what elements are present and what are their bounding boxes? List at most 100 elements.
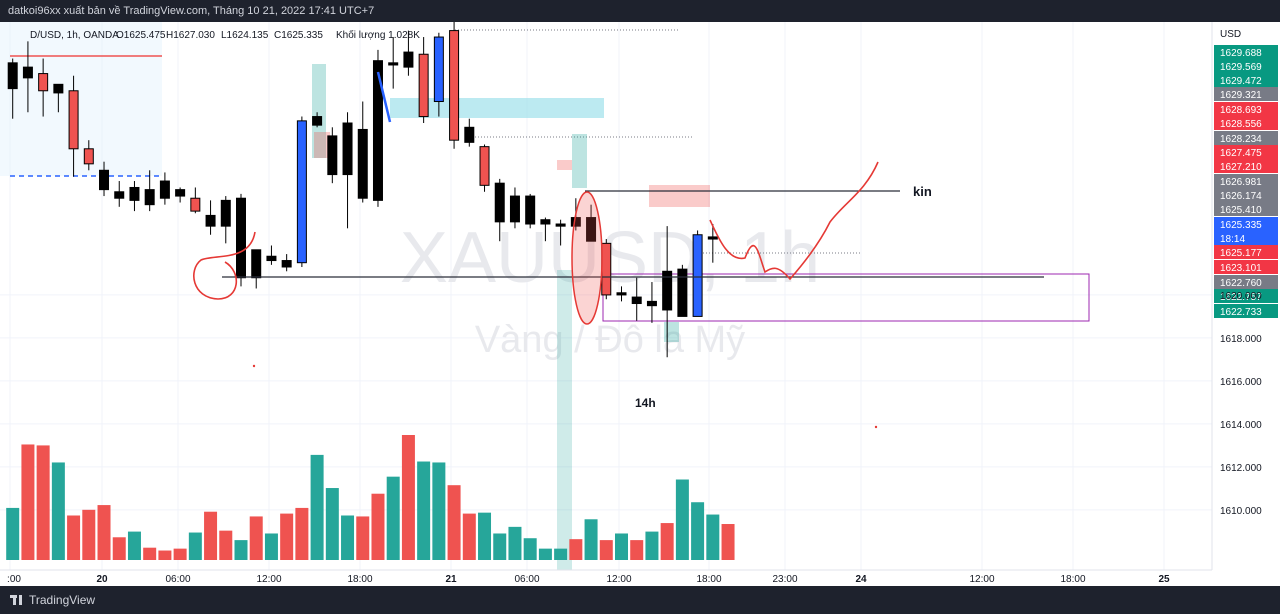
time-tick-label: 25 xyxy=(1158,574,1170,585)
price-label-box xyxy=(1214,231,1278,245)
price-label-text: 1628.556 xyxy=(1220,119,1262,130)
price-label-box xyxy=(1214,102,1278,116)
tradingview-logo-icon xyxy=(10,595,24,605)
volume-bar xyxy=(523,538,537,560)
volume-bar xyxy=(6,507,20,560)
volume-bar xyxy=(51,462,65,560)
candle-body xyxy=(53,83,64,94)
purple-box xyxy=(602,273,1090,322)
chart-area[interactable]: XAUUSD, 1h Vàng / Đô la Mỹ kin 14h D/USD, 1h… xyxy=(0,22,1280,586)
volume-bar xyxy=(401,435,415,560)
volume-bar xyxy=(234,540,248,560)
candle-body xyxy=(692,234,703,317)
watermark-description: Vàng / Đô la Mỹ xyxy=(475,319,745,361)
candle-body xyxy=(99,169,110,191)
price-label-box xyxy=(1214,202,1278,216)
volume-bar xyxy=(584,519,598,560)
pink-zone-right xyxy=(649,185,710,207)
volume-bar xyxy=(569,539,583,560)
volume-bar xyxy=(493,533,507,560)
candle-body xyxy=(601,242,612,296)
candle-body xyxy=(646,300,657,307)
volume-bar xyxy=(143,547,157,560)
time-label-14h: 14h xyxy=(635,396,656,410)
candle-body xyxy=(707,236,718,240)
annotation-dot xyxy=(252,364,256,368)
volume-bar xyxy=(417,461,431,560)
green-zone-left xyxy=(312,64,326,158)
price-label-text: 1625.335 xyxy=(1220,220,1262,231)
price-label-text: 1626.981 xyxy=(1220,177,1262,188)
price-tick-label: 1620.000 xyxy=(1220,291,1262,302)
position-stop-zone xyxy=(557,270,572,570)
volume-bar xyxy=(158,550,172,560)
volume-bar xyxy=(721,524,735,560)
candle-body xyxy=(129,186,140,201)
candle-body xyxy=(464,126,475,143)
price-label-text: 1627.210 xyxy=(1220,162,1262,173)
candle-body xyxy=(296,120,307,264)
candle-body xyxy=(236,197,246,279)
volume-bar xyxy=(97,505,111,560)
candle-body xyxy=(357,128,368,199)
time-tick-label: 06:00 xyxy=(514,574,539,585)
price-label-box xyxy=(1214,174,1278,188)
time-tick-label: 23:00 xyxy=(772,574,797,585)
price-label-box xyxy=(1214,145,1278,159)
price-axis-currency: USD xyxy=(1220,29,1241,40)
price-label-text: 1629.569 xyxy=(1220,62,1262,73)
volume-bar xyxy=(691,502,705,560)
candle-body xyxy=(327,135,338,176)
volume-bar xyxy=(82,509,96,560)
candle-body xyxy=(433,36,444,103)
candle-body xyxy=(190,197,201,212)
candle-body xyxy=(342,122,353,176)
candle-body xyxy=(449,30,460,141)
volume-bar xyxy=(554,548,568,560)
price-tick-label: 1612.000 xyxy=(1220,463,1262,474)
volume-bar xyxy=(310,454,324,560)
time-tick-label: 24 xyxy=(855,574,867,585)
candle-body xyxy=(68,90,79,150)
volume-bar xyxy=(615,533,628,560)
candle-body xyxy=(586,217,597,242)
candle-body xyxy=(509,195,520,223)
volume-bar xyxy=(264,533,278,560)
pink-zone-left xyxy=(314,132,330,158)
time-tick-label: :00 xyxy=(7,574,21,585)
price-label-box xyxy=(1214,73,1278,87)
price-label-box xyxy=(1214,188,1278,202)
volume-bar xyxy=(478,512,492,560)
candle-body xyxy=(7,62,18,90)
cyan-zone-top xyxy=(390,98,604,118)
volume-bar xyxy=(188,532,202,560)
candle-body xyxy=(525,195,536,225)
time-tick-label: 20 xyxy=(96,574,108,585)
price-label-text: 1623.101 xyxy=(1220,263,1262,274)
volume-bar xyxy=(508,526,522,560)
volume-bar xyxy=(21,444,35,560)
volume-bar xyxy=(36,445,50,560)
price-label-text: 1629.321 xyxy=(1220,90,1262,101)
highlight-ellipse xyxy=(571,191,603,325)
price-label-box xyxy=(1214,245,1278,259)
volume-bar xyxy=(356,516,370,560)
price-label-box xyxy=(1214,159,1278,173)
volume-bar xyxy=(127,531,141,560)
trend-line-blue xyxy=(376,71,392,123)
candle-body xyxy=(251,249,262,279)
price-label-text: 1625.177 xyxy=(1220,248,1262,259)
hand-drawn-path xyxy=(709,161,879,281)
footer-brand: TradingView xyxy=(29,593,96,607)
price-label-text: 1622.733 xyxy=(1220,307,1262,318)
candle-body xyxy=(159,180,170,199)
legend-low: L1624.135 xyxy=(221,30,269,41)
price-label-box xyxy=(1214,304,1278,318)
volume-bar xyxy=(371,493,385,560)
candle-body xyxy=(388,62,399,66)
volume-bar xyxy=(204,511,218,560)
volume-bar xyxy=(219,530,233,560)
price-label-text: 18:14 xyxy=(1220,234,1245,245)
candle-body xyxy=(22,66,33,79)
